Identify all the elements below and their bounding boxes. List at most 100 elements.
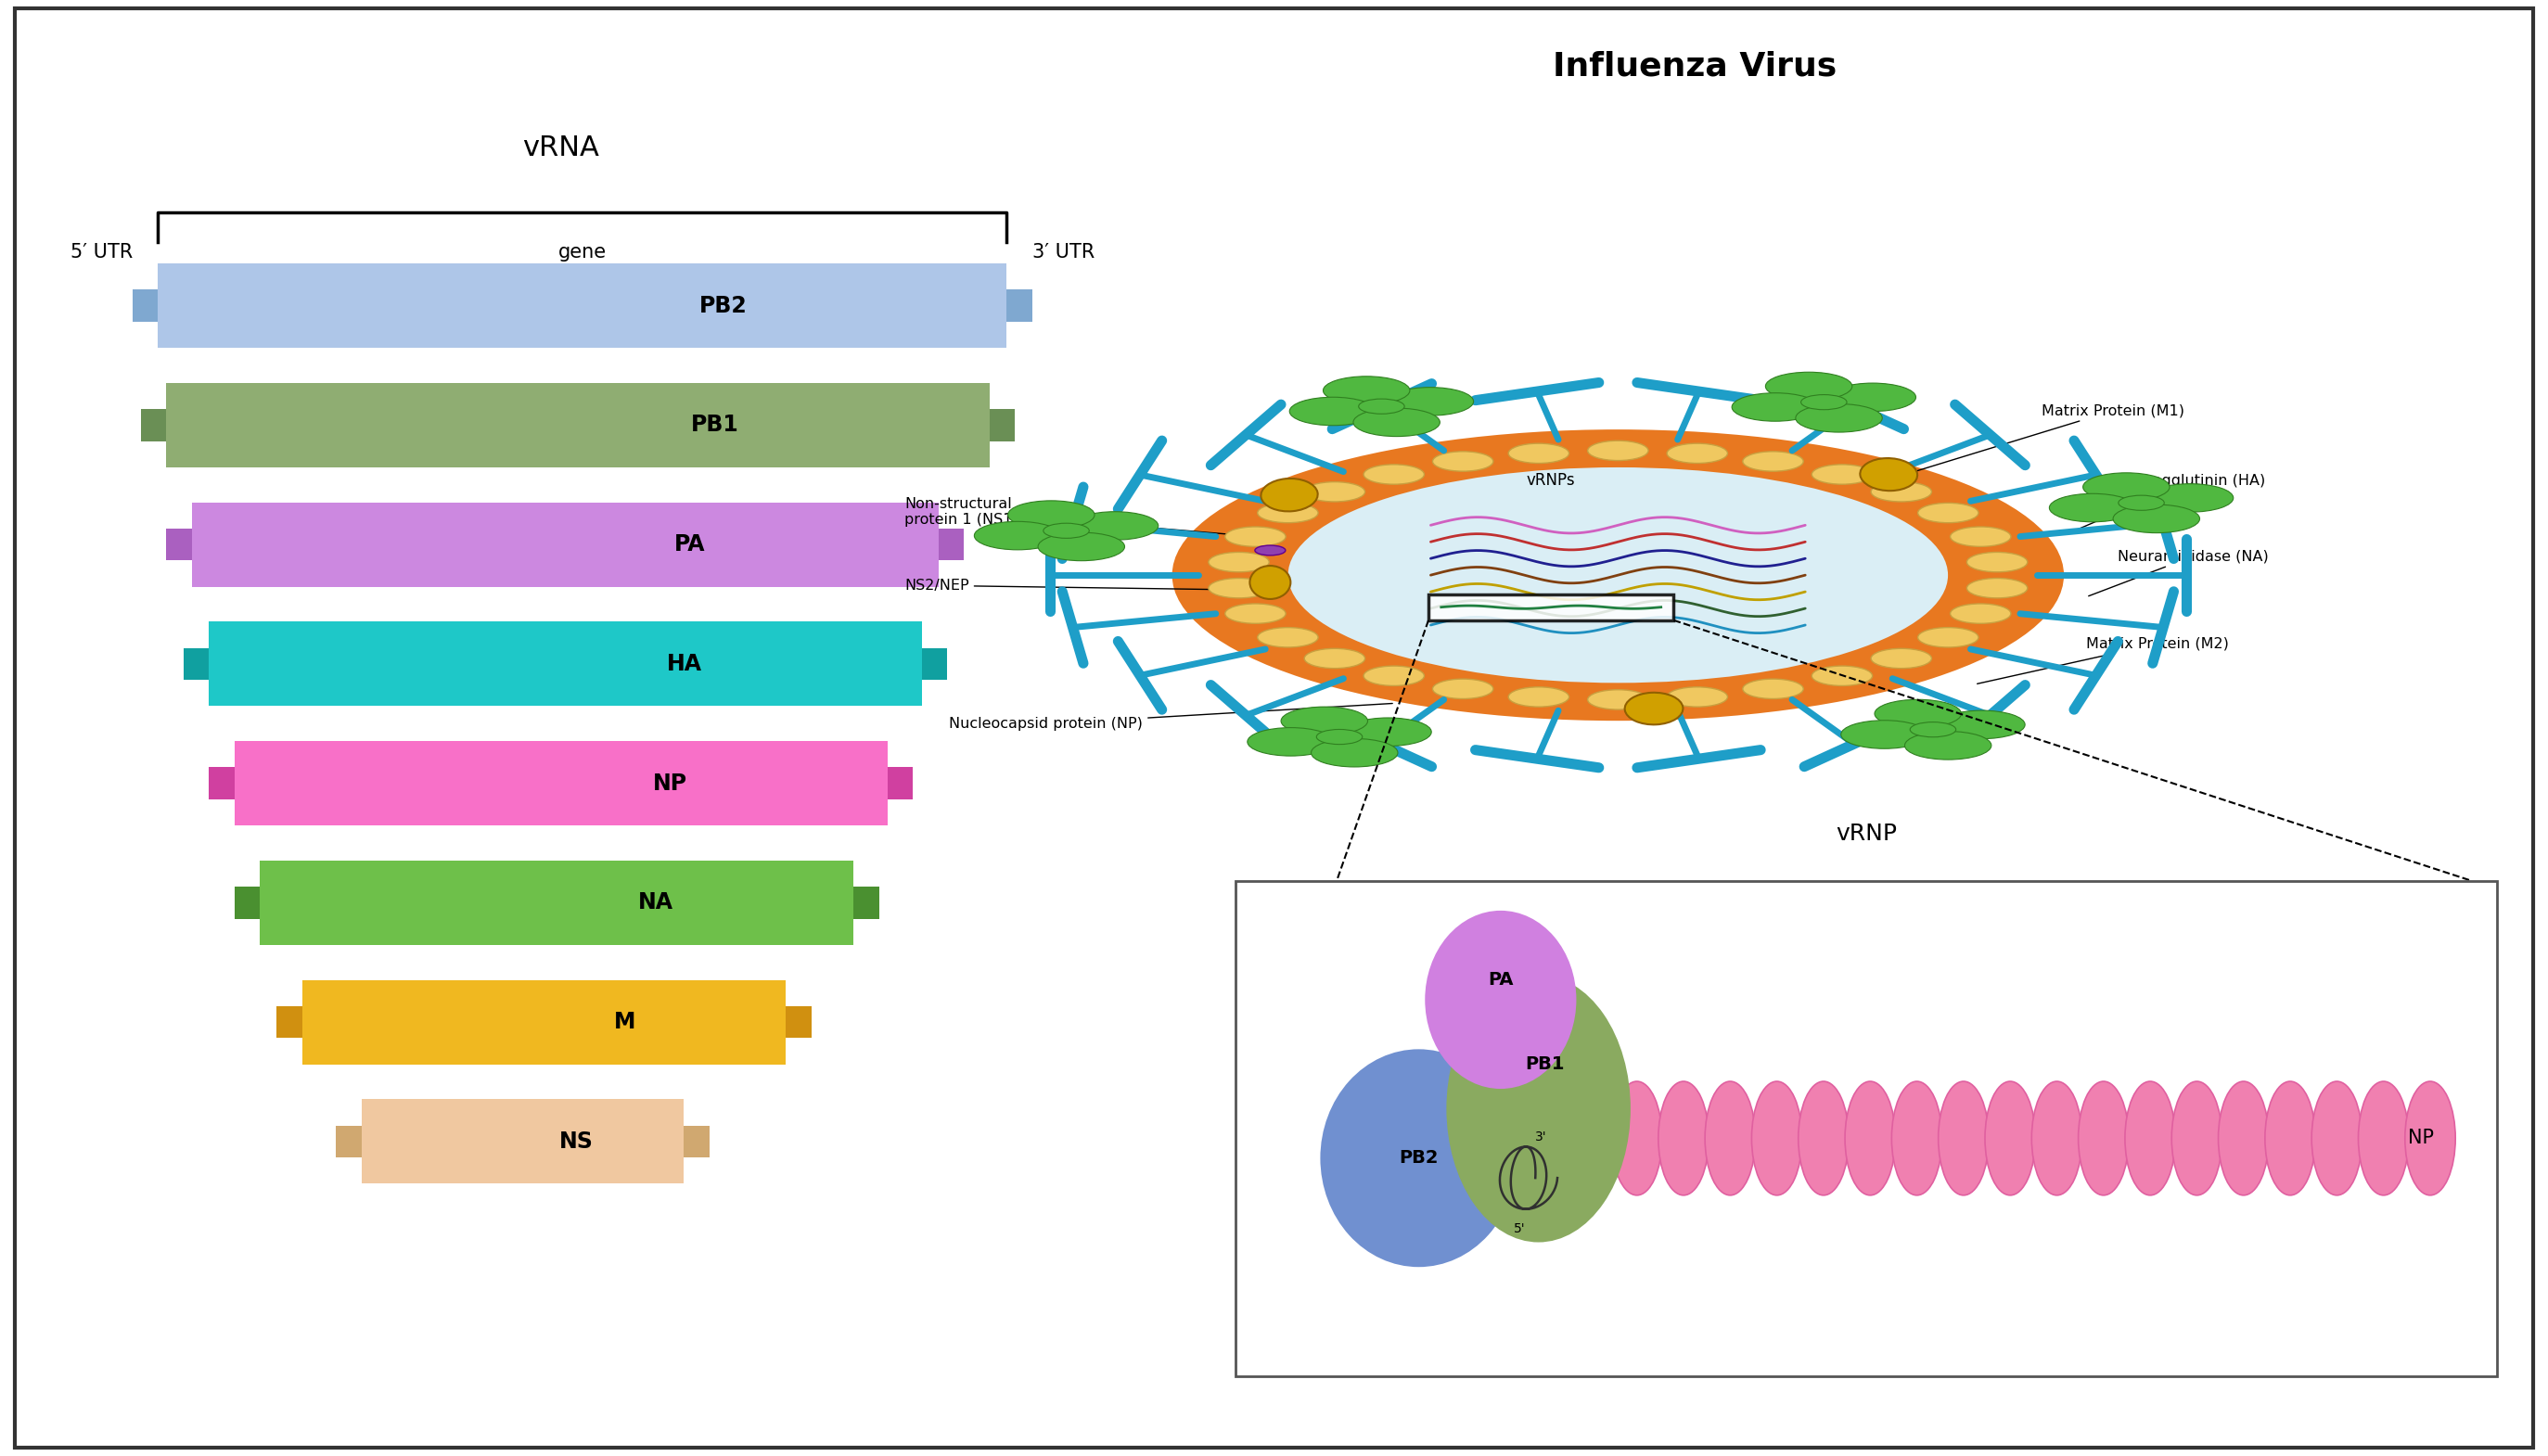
Text: HA: HA [668,652,701,676]
Ellipse shape [1587,441,1649,460]
Ellipse shape [1766,373,1852,400]
Ellipse shape [1345,718,1432,745]
Ellipse shape [1666,687,1728,706]
Ellipse shape [2311,1082,2362,1195]
Ellipse shape [1796,403,1883,432]
Ellipse shape [1666,444,1728,463]
Ellipse shape [1289,397,1376,425]
Ellipse shape [1705,1082,1756,1195]
Ellipse shape [1208,578,1269,598]
Ellipse shape [1743,678,1804,699]
FancyBboxPatch shape [260,860,854,945]
Text: M: M [614,1010,634,1034]
Ellipse shape [1799,1082,1850,1195]
Ellipse shape [1508,687,1570,706]
Ellipse shape [1967,578,2028,598]
Text: Matrix Protein (M1): Matrix Protein (M1) [1888,403,2184,479]
Ellipse shape [1259,628,1317,648]
Ellipse shape [1363,464,1424,485]
Ellipse shape [1812,464,1873,485]
Text: PB1: PB1 [691,414,739,437]
Ellipse shape [1939,711,2026,738]
Ellipse shape [1259,502,1317,523]
Ellipse shape [2125,1082,2176,1195]
FancyBboxPatch shape [887,767,912,799]
Ellipse shape [1870,648,1931,668]
Ellipse shape [1312,738,1399,767]
Ellipse shape [1172,430,2064,721]
Ellipse shape [2117,495,2163,511]
Ellipse shape [1985,1082,2036,1195]
FancyBboxPatch shape [938,529,963,561]
Ellipse shape [2171,1082,2222,1195]
FancyBboxPatch shape [234,741,887,826]
Text: Nucleocapsid protein (NP): Nucleocapsid protein (NP) [950,703,1391,731]
FancyBboxPatch shape [209,622,922,706]
Ellipse shape [1829,383,1916,412]
Ellipse shape [1939,1082,1990,1195]
Text: 5′ UTR: 5′ UTR [71,243,132,261]
Ellipse shape [1432,678,1493,699]
Ellipse shape [1750,1082,1801,1195]
Ellipse shape [2265,1082,2316,1195]
FancyBboxPatch shape [183,648,209,680]
Text: PA: PA [1488,971,1514,989]
Text: Non-structural
protein 1 (NS1): Non-structural protein 1 (NS1) [905,496,1228,534]
Ellipse shape [1743,451,1804,472]
Ellipse shape [1875,699,1962,728]
Ellipse shape [1967,552,2028,572]
Ellipse shape [1870,482,1931,502]
Ellipse shape [2405,1082,2456,1195]
Text: Neuraminidase (NA): Neuraminidase (NA) [2089,549,2268,596]
FancyBboxPatch shape [132,290,158,322]
FancyBboxPatch shape [209,767,234,799]
Ellipse shape [1447,976,1631,1242]
Ellipse shape [2079,1082,2128,1195]
Ellipse shape [2359,1082,2408,1195]
Ellipse shape [1322,376,1409,405]
Text: vRNPs: vRNPs [1526,472,1575,489]
Ellipse shape [1860,459,1919,491]
Ellipse shape [1919,502,1977,523]
Ellipse shape [1626,693,1684,725]
Ellipse shape [2049,494,2135,521]
Text: PA: PA [675,533,706,556]
FancyBboxPatch shape [336,1125,362,1158]
Ellipse shape [973,521,1060,550]
Ellipse shape [1432,451,1493,472]
Text: NS2/NEP: NS2/NEP [905,578,1228,593]
Bar [1236,881,2497,1376]
Ellipse shape [1226,604,1287,623]
FancyBboxPatch shape [785,1006,810,1038]
Ellipse shape [1042,523,1088,539]
Ellipse shape [1358,399,1404,414]
FancyBboxPatch shape [922,648,948,680]
Ellipse shape [1282,706,1368,735]
Text: 3': 3' [1534,1130,1547,1143]
Ellipse shape [1251,566,1292,598]
FancyBboxPatch shape [303,980,785,1064]
Text: Matrix Protein (M2): Matrix Protein (M2) [1977,636,2230,684]
FancyBboxPatch shape [1006,290,1032,322]
Ellipse shape [1353,408,1440,437]
FancyBboxPatch shape [278,1006,303,1038]
FancyBboxPatch shape [166,529,191,561]
Ellipse shape [1297,470,1939,680]
FancyBboxPatch shape [362,1099,683,1184]
Ellipse shape [1587,690,1649,709]
Text: vRNA: vRNA [1534,1239,1600,1360]
Ellipse shape [1845,1082,1896,1195]
Text: Influenza Virus: Influenza Virus [1552,51,1837,83]
Text: Hemagglutinin (HA): Hemagglutinin (HA) [2074,473,2265,530]
Ellipse shape [1613,1082,1661,1195]
Ellipse shape [1261,479,1317,511]
Ellipse shape [1659,1082,1710,1195]
Ellipse shape [1801,395,1847,409]
Text: gene: gene [558,243,606,261]
Ellipse shape [1073,511,1159,540]
Ellipse shape [1249,728,1335,756]
Ellipse shape [1363,665,1424,686]
Bar [1429,594,1674,620]
Ellipse shape [1320,1050,1516,1267]
Text: 3′ UTR: 3′ UTR [1032,243,1093,261]
